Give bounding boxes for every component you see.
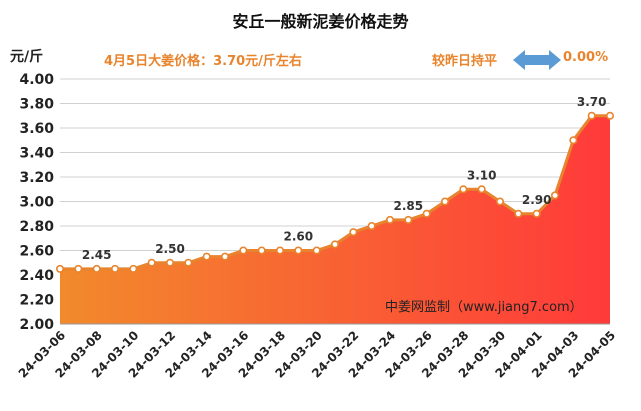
y-tick-label: 3.40 bbox=[19, 146, 54, 162]
y-tick-label: 2.60 bbox=[19, 244, 54, 260]
data-point bbox=[221, 252, 230, 261]
y-tick-label: 2.20 bbox=[19, 293, 54, 309]
data-point bbox=[422, 209, 431, 218]
data-point bbox=[349, 228, 358, 237]
data-point bbox=[202, 252, 211, 261]
data-point bbox=[129, 264, 138, 273]
change-percent: 0.00% bbox=[563, 50, 609, 65]
data-point bbox=[495, 197, 504, 206]
data-point bbox=[459, 185, 468, 194]
data-point bbox=[147, 258, 156, 267]
y-tick-label: 2.80 bbox=[19, 219, 54, 235]
double-arrow-icon bbox=[513, 50, 561, 70]
data-label: 2.45 bbox=[82, 248, 112, 262]
data-point bbox=[55, 264, 64, 273]
data-point bbox=[385, 215, 394, 224]
data-point bbox=[294, 246, 303, 255]
data-point bbox=[330, 240, 339, 249]
data-point bbox=[74, 264, 83, 273]
data-label: 3.10 bbox=[467, 168, 497, 182]
data-point bbox=[404, 215, 413, 224]
data-label: 2.50 bbox=[155, 242, 185, 256]
data-point bbox=[587, 111, 596, 120]
comparison-text: 较昨日持平 bbox=[432, 54, 498, 69]
data-point bbox=[257, 246, 266, 255]
data-point bbox=[166, 258, 175, 267]
data-point bbox=[111, 264, 120, 273]
data-point bbox=[569, 136, 578, 145]
y-tick-label: 3.00 bbox=[19, 195, 54, 211]
data-point bbox=[440, 197, 449, 206]
chart-title: 安丘一般新泥姜价格走势 bbox=[232, 12, 409, 31]
data-point bbox=[184, 258, 193, 267]
price-area bbox=[60, 115, 610, 324]
data-label: 3.70 bbox=[577, 95, 607, 109]
data-point bbox=[275, 246, 284, 255]
today-price-text: 4月5日大姜价格：3.70元/斤左右 bbox=[104, 54, 302, 69]
y-tick-label: 3.80 bbox=[19, 97, 54, 113]
data-point bbox=[367, 222, 376, 231]
data-point bbox=[605, 111, 614, 120]
data-point bbox=[312, 246, 321, 255]
data-label: 2.60 bbox=[284, 230, 314, 244]
unit-label: 元/斤 bbox=[10, 49, 44, 65]
source-credit: 中姜网监制（www.jiang7.com） bbox=[385, 300, 583, 315]
y-tick-label: 2.40 bbox=[19, 268, 54, 284]
y-tick-label: 3.60 bbox=[19, 121, 54, 137]
data-point bbox=[239, 246, 248, 255]
data-point bbox=[477, 185, 486, 194]
y-tick-label: 2.00 bbox=[19, 317, 54, 333]
data-point bbox=[514, 209, 523, 218]
y-tick-label: 4.00 bbox=[19, 72, 54, 88]
data-label: 2.85 bbox=[394, 199, 424, 213]
data-point bbox=[550, 191, 559, 200]
data-point bbox=[92, 264, 101, 273]
data-label: 2.90 bbox=[522, 193, 552, 207]
y-tick-label: 3.20 bbox=[19, 170, 54, 186]
data-point bbox=[532, 209, 541, 218]
